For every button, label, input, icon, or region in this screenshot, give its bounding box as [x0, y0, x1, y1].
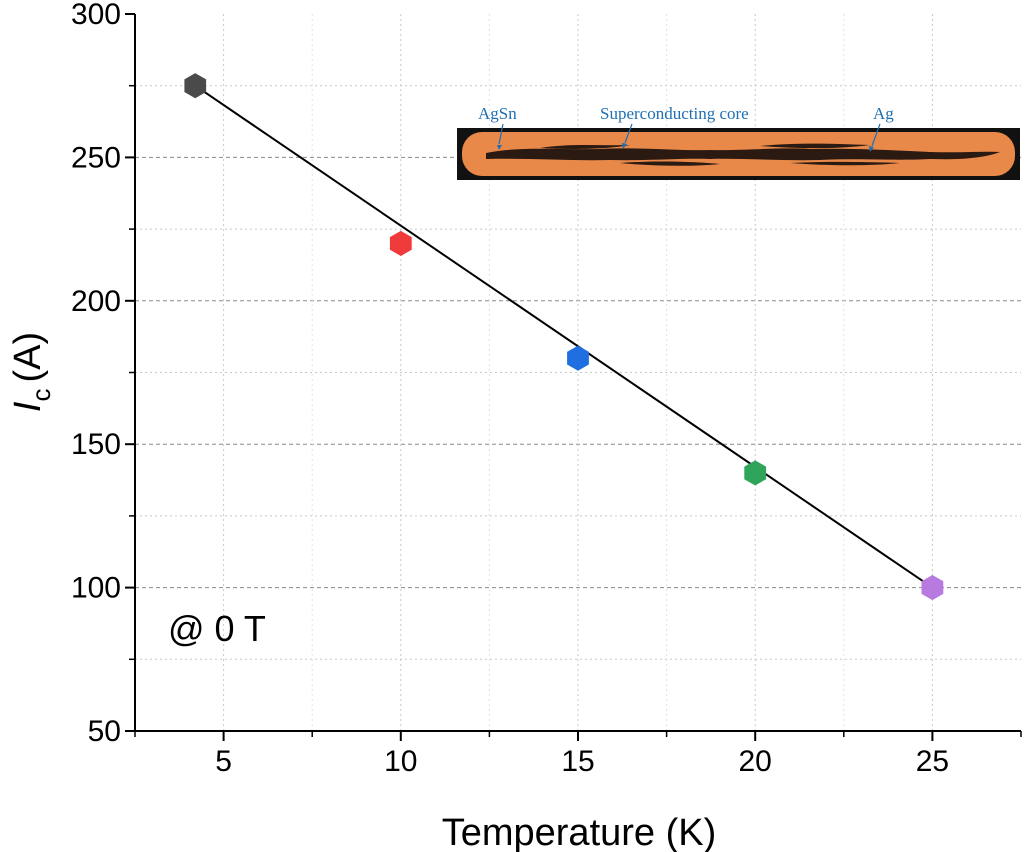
ticks: 50 100 150 200 250 300 5 10 15 20 25 [71, 0, 1022, 778]
data-point [744, 460, 767, 486]
y-tick-label: 150 [71, 428, 121, 461]
data-point [567, 345, 589, 371]
inset-arrow [498, 123, 504, 145]
inset-filament [790, 161, 900, 166]
inset-label-agsn: AgSn [478, 104, 517, 123]
inset-filament [540, 145, 630, 149]
data-point [389, 230, 412, 256]
inset-arrow-head [869, 146, 874, 152]
inset-label-core: Superconducting core [600, 104, 749, 123]
y-axis-title-symbol: I [7, 401, 49, 412]
y-tick-label: 200 [71, 285, 121, 318]
y-axis-title-unit: (A) [7, 332, 49, 383]
data-point [184, 73, 207, 99]
y-tick-label: 250 [71, 141, 121, 174]
inset-arrow [871, 123, 881, 147]
x-tick-label: 15 [561, 745, 594, 778]
inset-filament [760, 143, 870, 149]
x-tick-label: 5 [215, 745, 232, 778]
x-tick-label: 25 [916, 745, 949, 778]
x-axis-title: Temperature (K) [442, 812, 717, 852]
y-tick-label: 100 [71, 572, 121, 605]
inset-filament [620, 161, 720, 166]
inset-label-ag: Ag [873, 104, 894, 123]
points [184, 73, 944, 601]
inset-arrow [624, 123, 633, 144]
svg-text:Ic(A): Ic (A) [7, 332, 56, 412]
y-axis-title: Ic (A) [7, 332, 56, 412]
inset-core [486, 148, 1000, 161]
inset-arrow-head [622, 143, 627, 149]
y-axis-title-subscript: c [26, 389, 56, 402]
y-tick-label: 300 [71, 0, 121, 31]
inset-arrow-head [497, 145, 502, 150]
fit-line [194, 84, 933, 589]
x-tick-label: 10 [384, 745, 417, 778]
data-point [921, 575, 944, 601]
x-tick-label: 20 [739, 745, 772, 778]
y-tick-label: 50 [88, 715, 121, 748]
fit-line-group [194, 84, 933, 589]
field-annotation: @ 0 T [168, 608, 266, 649]
inset-micrograph: AgSn Superconducting core Ag [457, 104, 1020, 180]
